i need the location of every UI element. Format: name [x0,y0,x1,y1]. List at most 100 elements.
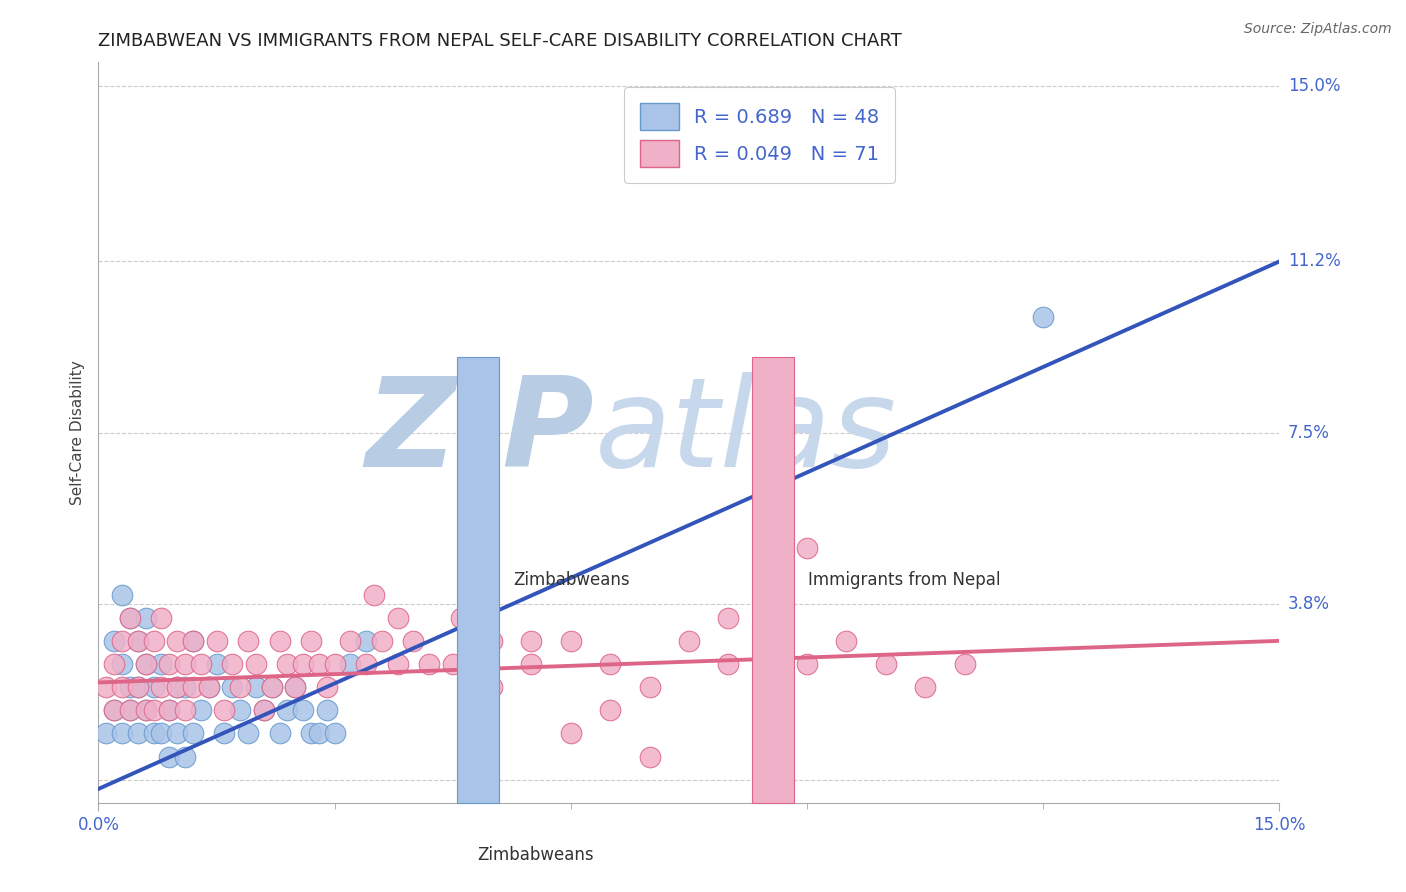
Point [127,633,149,648]
Point [157,657,180,671]
Point [190,657,212,671]
Point [323,657,346,671]
Point [756,680,779,694]
Text: ZIP: ZIP [366,372,595,493]
Text: Zimbabweans: Zimbabweans [477,846,593,863]
Point [174,657,197,671]
Point [276,657,298,671]
Point [157,749,180,764]
Point [103,703,125,717]
Point [481,633,503,648]
Point [599,703,621,717]
Point [135,610,157,624]
Text: atlas: atlas [595,372,897,493]
Point [111,680,134,694]
Point [150,657,173,671]
Point [245,680,267,694]
Point [323,726,346,740]
Point [111,726,134,740]
Point [96,680,118,694]
Point [118,610,141,624]
Point [150,680,173,694]
Point [387,657,409,671]
Point [118,680,141,694]
Point [157,703,180,717]
Point [914,680,936,694]
Point [260,680,283,694]
Point [638,749,661,764]
Point [308,657,330,671]
Point [717,657,740,671]
Point [284,680,307,694]
Point [441,657,464,671]
Text: Source: ZipAtlas.com: Source: ZipAtlas.com [1244,22,1392,37]
Point [354,633,377,648]
Point [796,657,818,671]
Text: 3.8%: 3.8% [1288,595,1330,613]
Point [292,657,315,671]
Point [953,657,976,671]
Point [236,633,259,648]
Point [363,588,385,602]
Point [103,633,125,648]
Point [142,703,165,717]
Point [118,610,141,624]
Point [174,680,197,694]
Point [717,610,740,624]
Point [450,610,472,624]
Point [269,726,291,740]
Text: ZIMBABWEAN VS IMMIGRANTS FROM NEPAL SELF-CARE DISABILITY CORRELATION CHART: ZIMBABWEAN VS IMMIGRANTS FROM NEPAL SELF… [98,32,903,50]
Point [284,680,307,694]
Point [190,703,212,717]
Point [174,749,197,764]
Point [205,657,228,671]
Point [560,633,582,648]
Text: Zimbabweans: Zimbabweans [513,571,630,589]
Point [276,703,298,717]
Point [315,703,337,717]
Point [166,680,188,694]
Point [150,726,173,740]
Point [236,726,259,740]
Point [299,726,322,740]
Point [127,680,149,694]
Point [166,633,188,648]
Point [339,657,361,671]
Point [678,633,700,648]
Point [229,680,252,694]
Point [181,633,204,648]
Point [135,703,157,717]
Point [127,633,149,648]
Point [214,703,236,717]
Y-axis label: Self-Care Disability: Self-Care Disability [69,360,84,505]
Point [181,633,204,648]
Point [127,726,149,740]
Point [402,633,425,648]
Point [142,633,165,648]
Point [481,680,503,694]
Point [308,726,330,740]
Point [142,726,165,740]
Text: 15.0%: 15.0% [1288,77,1340,95]
Point [875,657,897,671]
Point [135,703,157,717]
Point [111,657,134,671]
Point [229,703,252,717]
Point [197,680,219,694]
Point [638,680,661,694]
Point [387,610,409,624]
Point [560,726,582,740]
Point [166,726,188,740]
Point [181,726,204,740]
Point [315,680,337,694]
Point [103,657,125,671]
Point [253,703,276,717]
Point [127,680,149,694]
Point [166,680,188,694]
Point [796,541,818,556]
Point [221,657,243,671]
Point [269,633,291,648]
Point [1032,310,1054,324]
Point [118,703,141,717]
Point [299,633,322,648]
